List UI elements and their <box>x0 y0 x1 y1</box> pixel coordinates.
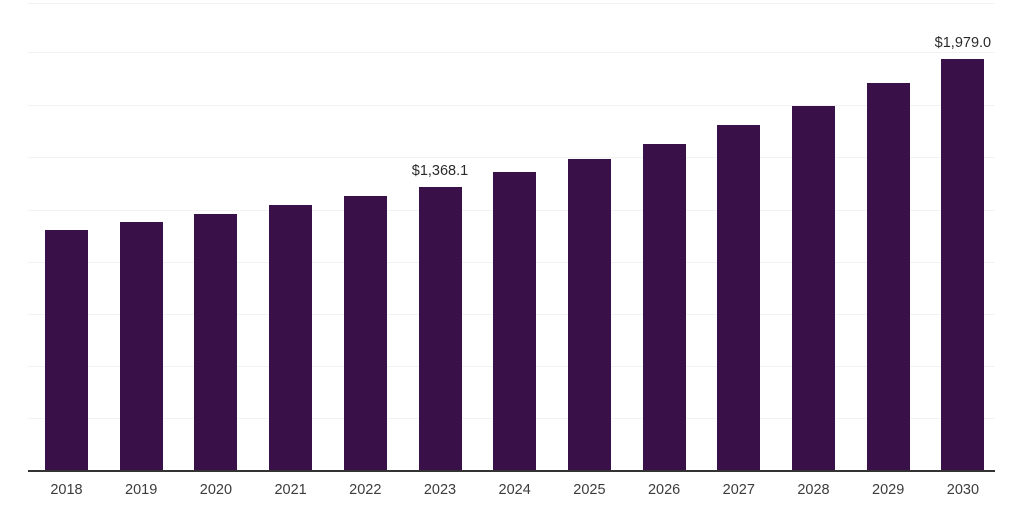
bar[interactable] <box>567 159 611 471</box>
bar-value-label: $1,368.1 <box>411 162 469 179</box>
x-axis-line <box>28 470 995 472</box>
bar[interactable] <box>493 172 537 471</box>
bar-group[interactable] <box>45 1 88 471</box>
bar-group[interactable] <box>493 1 537 471</box>
bar-group[interactable] <box>567 1 611 471</box>
bar-group[interactable] <box>343 1 387 471</box>
bar[interactable] <box>717 125 761 471</box>
x-axis-tick-label: 2025 <box>573 482 606 498</box>
x-axis-tick-label: 2024 <box>498 482 531 498</box>
x-axis-tick-label: 2018 <box>50 482 83 498</box>
bar-group[interactable] <box>642 1 686 471</box>
x-axis-tick-label: 2023 <box>423 482 457 498</box>
bar[interactable] <box>642 144 686 471</box>
bar[interactable] <box>119 222 163 471</box>
bar-group[interactable]: $1,979.0 <box>935 1 991 471</box>
x-axis-tick-label: 2019 <box>125 482 158 498</box>
x-axis-tick-label: 2026 <box>647 482 681 498</box>
x-axis-tick-label: 2022 <box>349 482 382 498</box>
bar-group[interactable] <box>792 1 835 471</box>
bar-group[interactable] <box>717 1 761 471</box>
bar-group[interactable] <box>269 1 313 471</box>
bar[interactable] <box>45 230 88 471</box>
x-axis: 2018 2019 2020 2021 2022 2023 2024 2025 2026 2027… <box>0 471 1024 512</box>
bar-group[interactable]: $1,368.1 <box>412 1 468 471</box>
x-axis-tick-label: 2029 <box>872 482 905 498</box>
bar-value-label: $1,979.0 <box>934 34 992 51</box>
bar[interactable] <box>343 196 387 471</box>
bar-group[interactable] <box>119 1 163 471</box>
bar[interactable] <box>269 205 313 471</box>
gridline <box>28 157 995 158</box>
x-axis-tick-label: 2028 <box>797 482 830 498</box>
x-axis-tick-label: 2021 <box>274 482 307 498</box>
bar[interactable] <box>866 83 910 471</box>
bar[interactable] <box>418 187 462 471</box>
x-axis-tick-label: 2027 <box>722 482 755 498</box>
bar-group[interactable] <box>194 1 238 471</box>
gridline <box>28 3 995 4</box>
x-axis-tick-label: 2030 <box>946 482 980 498</box>
bar[interactable] <box>941 59 985 471</box>
gridline <box>28 105 995 106</box>
x-axis-tick-label: 2020 <box>199 482 233 498</box>
plot-area: $1,368.1 $1,979.0 <box>28 1 995 472</box>
gridline <box>28 52 995 53</box>
bar[interactable] <box>194 214 238 471</box>
bar[interactable] <box>792 106 835 471</box>
bar-group[interactable] <box>866 1 910 471</box>
